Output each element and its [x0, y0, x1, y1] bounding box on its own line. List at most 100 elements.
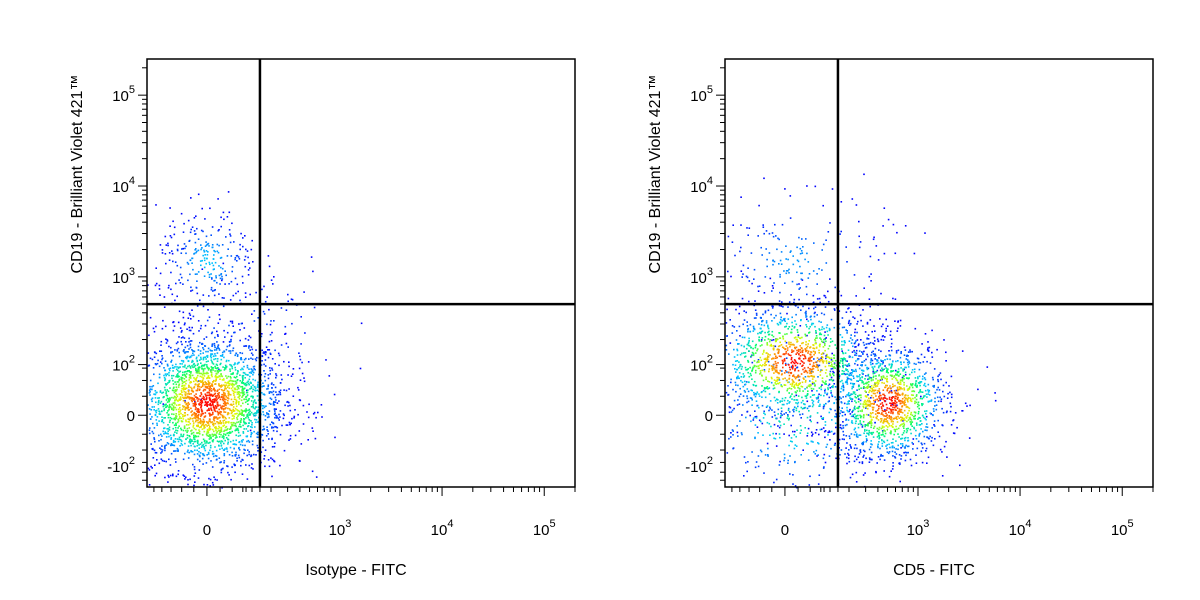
event-dot — [211, 362, 214, 364]
event-dot — [795, 367, 798, 369]
event-dot — [197, 477, 200, 479]
event-dot — [244, 383, 246, 386]
x-axis-ticks — [153, 487, 576, 496]
event-dot — [875, 363, 877, 365]
event-dot — [276, 426, 279, 429]
event-dot — [825, 340, 827, 343]
event-dot — [216, 401, 219, 404]
event-dot — [907, 439, 910, 442]
event-dot — [224, 422, 227, 424]
event-dot — [824, 461, 827, 464]
event-dot — [838, 438, 841, 441]
event-dot — [213, 393, 216, 396]
event-dot — [806, 185, 808, 187]
event-dot — [249, 388, 251, 390]
event-dot — [747, 342, 750, 345]
event-dot — [161, 416, 163, 418]
event-dot — [212, 394, 214, 397]
event-dot — [919, 384, 921, 387]
event-dot — [872, 369, 875, 371]
event-dot — [298, 399, 301, 401]
event-dot — [240, 421, 242, 423]
event-dot — [834, 396, 836, 398]
event-dot — [939, 396, 941, 399]
event-dot — [242, 382, 245, 384]
event-dot — [940, 398, 943, 400]
event-dot — [169, 207, 171, 209]
event-dot — [229, 440, 232, 443]
event-dot — [198, 433, 201, 435]
event-dot — [153, 373, 155, 376]
event-dot — [840, 294, 843, 297]
event-dot — [851, 372, 853, 374]
event-dot — [858, 453, 861, 455]
event-dot — [810, 324, 813, 326]
event-dot — [206, 319, 209, 322]
event-dot — [257, 421, 259, 423]
event-dot — [196, 364, 199, 367]
event-dot — [740, 270, 743, 272]
event-dot — [878, 428, 880, 431]
event-dot — [926, 396, 928, 398]
event-dot — [236, 385, 238, 388]
event-dot — [727, 385, 729, 387]
event-dot — [227, 465, 229, 468]
event-dot — [171, 444, 174, 446]
event-dot — [234, 258, 236, 261]
event-dot — [248, 411, 250, 414]
event-dot — [249, 413, 252, 415]
event-dot — [866, 366, 868, 369]
event-dot — [749, 345, 751, 347]
event-dot — [877, 259, 880, 261]
event-dot — [359, 367, 362, 370]
event-dot — [153, 330, 156, 333]
event-dot — [209, 402, 211, 405]
event-dot — [872, 431, 875, 434]
event-dot — [819, 337, 821, 339]
event-dot — [943, 395, 946, 398]
event-dot — [207, 375, 210, 378]
event-dot — [912, 415, 915, 418]
event-dot — [760, 324, 763, 326]
event-dot — [221, 375, 223, 377]
event-dot — [882, 225, 884, 227]
event-dot — [848, 363, 850, 365]
event-dot — [257, 411, 260, 413]
event-dot — [244, 421, 246, 424]
event-dot — [909, 428, 912, 431]
event-dot — [767, 455, 769, 457]
event-dot — [204, 254, 206, 256]
event-dot — [168, 426, 171, 429]
event-dot — [731, 429, 734, 431]
event-dot — [209, 441, 211, 444]
event-dot — [741, 336, 744, 339]
event-dot — [234, 331, 236, 334]
event-dot — [929, 362, 932, 364]
event-dot — [185, 373, 188, 375]
event-dot — [206, 405, 208, 407]
event-dot — [803, 403, 805, 405]
event-dot — [248, 453, 250, 456]
event-dot — [215, 429, 217, 432]
event-dot — [241, 458, 243, 461]
event-dot — [213, 280, 215, 282]
event-dot — [236, 375, 238, 378]
event-dot — [267, 349, 269, 351]
event-dot — [884, 432, 887, 435]
event-dot — [196, 376, 198, 379]
event-dot — [278, 413, 280, 416]
event-dot — [159, 413, 162, 415]
event-dot — [208, 385, 210, 388]
event-dot — [222, 422, 225, 424]
event-dot — [938, 389, 941, 391]
event-dot — [216, 347, 218, 350]
event-dot — [242, 379, 244, 381]
event-dot — [844, 373, 847, 376]
event-dot — [205, 421, 208, 423]
event-dot — [187, 445, 190, 447]
event-dot — [856, 331, 858, 334]
event-dot — [751, 282, 753, 285]
event-dot — [230, 377, 232, 379]
event-dot — [817, 397, 819, 399]
event-dot — [847, 419, 850, 421]
